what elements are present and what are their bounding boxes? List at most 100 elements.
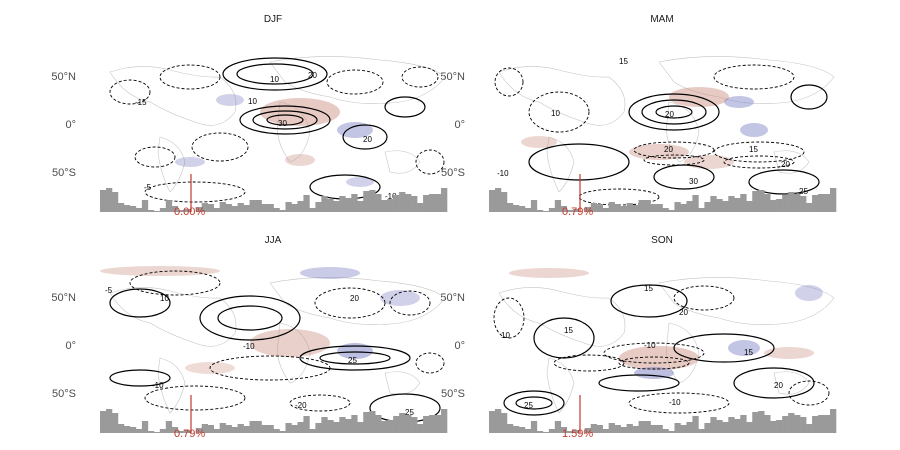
histogram-bar-mam xyxy=(674,202,681,212)
histogram-bar-mam xyxy=(800,196,807,212)
histogram-bar-mam xyxy=(722,201,729,212)
histogram-bar-jja xyxy=(279,431,286,433)
histogram-bar-mam xyxy=(698,208,705,212)
histogram-bar-djf xyxy=(303,195,310,212)
lat-label-0-top-left: 0° xyxy=(65,119,76,131)
svg-text:-20: -20 xyxy=(295,401,307,410)
histogram-bar-mam xyxy=(494,188,502,212)
histogram-bar-djf xyxy=(435,194,442,212)
contours-positive xyxy=(109,288,441,423)
histogram-bar-mam xyxy=(530,200,538,212)
contour-labels: 15 20 10 20 30 15 20 -10 25 xyxy=(497,57,808,196)
histogram-bar-mam xyxy=(794,194,801,212)
histogram-bar-jja xyxy=(351,415,358,433)
histogram-bar-mam xyxy=(536,210,544,212)
histogram-bar-djf xyxy=(195,207,202,212)
histogram-bar-djf xyxy=(105,188,113,212)
histogram-bar-jja xyxy=(123,426,131,433)
histogram-bar-jja xyxy=(387,420,394,433)
svg-text:10: 10 xyxy=(248,97,257,106)
histogram-bar-jja xyxy=(177,431,185,433)
percent-label-djf: 0.00% xyxy=(174,206,206,218)
lat-label-50n-top-right: 50°N xyxy=(440,71,465,83)
contours-positive xyxy=(222,57,426,200)
svg-text:20: 20 xyxy=(350,294,359,303)
histogram-bar-djf xyxy=(237,203,244,212)
histogram-bar-jja xyxy=(435,415,442,433)
lat-label-0-bottom-left: 0° xyxy=(65,340,76,352)
histogram-bar-son xyxy=(824,415,831,433)
svg-text:25: 25 xyxy=(405,408,414,417)
histogram-bar-jja xyxy=(117,424,125,433)
svg-text:20: 20 xyxy=(664,145,673,154)
histogram-bar-jja xyxy=(399,413,406,433)
percent-label-son: 1.59% xyxy=(562,428,594,440)
histogram-bar-djf xyxy=(393,195,400,212)
histogram-bar-mam xyxy=(620,206,627,212)
histogram-bar-jja xyxy=(369,411,376,433)
svg-text:-10: -10 xyxy=(243,342,255,351)
histogram-bar-son xyxy=(656,425,663,433)
histogram-bar-djf xyxy=(261,204,268,212)
histogram-bar-jja xyxy=(213,429,220,433)
histogram-bar-mam xyxy=(650,204,657,212)
histogram-bar-jja xyxy=(195,428,202,433)
histogram-bar-mam xyxy=(746,201,753,212)
histogram-bar-son xyxy=(620,427,627,433)
histogram-bar-jja xyxy=(273,429,280,433)
histogram-bar-son xyxy=(560,427,568,433)
histogram-bar-djf xyxy=(171,206,179,212)
histogram-bar-jja xyxy=(249,421,256,433)
histogram-bar-jja xyxy=(237,424,244,433)
histogram-bar-son xyxy=(770,421,777,433)
svg-text:10: 10 xyxy=(551,109,560,118)
histogram-bar-djf xyxy=(123,205,131,212)
histogram-bar-djf xyxy=(201,203,208,212)
histogram-bar-djf xyxy=(381,200,388,212)
histogram-bar-djf xyxy=(315,202,322,212)
histogram-bar-mam xyxy=(572,209,580,212)
histogram-bar-jja xyxy=(207,425,214,433)
histogram-bar-mam xyxy=(489,190,496,212)
histogram-bar-djf xyxy=(100,190,107,212)
histogram-bar-son xyxy=(524,429,532,433)
svg-text:-10: -10 xyxy=(497,169,509,178)
svg-text:15: 15 xyxy=(564,326,573,335)
histogram-bar-jja xyxy=(261,425,268,433)
histogram-bar-jja xyxy=(171,427,179,433)
histogram-bar-son xyxy=(554,421,562,433)
histogram-bar-son xyxy=(704,423,711,433)
histogram-bar-son xyxy=(740,415,747,433)
histogram-bar-jja xyxy=(441,409,448,433)
svg-text:30: 30 xyxy=(689,177,698,186)
histogram-bar-son xyxy=(644,421,651,433)
svg-text:-15: -15 xyxy=(135,98,147,107)
histogram-bar-jja xyxy=(141,421,149,433)
histogram-bar-son xyxy=(632,426,639,433)
histogram-bar-jja xyxy=(183,430,191,433)
histogram-bar-son xyxy=(489,411,496,433)
coastlines xyxy=(498,277,835,414)
histogram-bar-djf xyxy=(225,204,232,212)
lat-label-50n-bottom-right: 50°N xyxy=(440,292,465,304)
svg-text:-5: -5 xyxy=(144,183,152,192)
histogram-bar-son xyxy=(668,431,675,433)
lat-label-50n-top-left: 50°N xyxy=(51,71,76,83)
svg-text:10: 10 xyxy=(501,331,510,340)
histogram-bar-son xyxy=(794,415,801,433)
histogram-bar-mam xyxy=(716,199,723,212)
histogram-bar-jja xyxy=(411,417,418,433)
histogram-bar-jja xyxy=(297,422,304,433)
histogram-bar-son xyxy=(698,429,705,433)
histogram-bar-son xyxy=(662,429,669,433)
histogram-bar-mam xyxy=(626,203,633,212)
histogram-bar-mam xyxy=(788,192,795,212)
histogram-bar-jja xyxy=(267,425,274,433)
histogram-bar-djf xyxy=(339,196,346,212)
map-svg-son: 15 20 15 -10 15 25 -10 20 10 xyxy=(493,268,835,416)
histogram-bar-jja xyxy=(243,426,250,433)
histogram-bar-mam xyxy=(686,201,693,212)
histogram-bar-mam xyxy=(590,203,597,212)
histogram-bar-jja xyxy=(423,416,430,433)
